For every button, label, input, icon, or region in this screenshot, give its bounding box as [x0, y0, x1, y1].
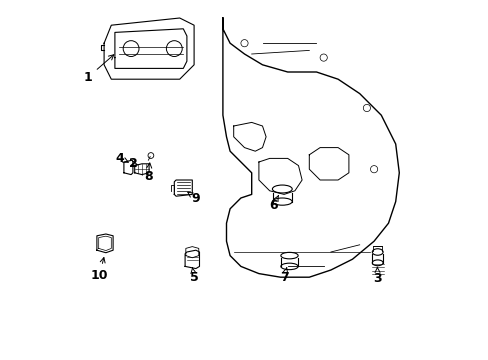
Text: 8: 8 — [144, 163, 152, 183]
Text: 1: 1 — [83, 55, 114, 84]
Text: 9: 9 — [187, 192, 200, 204]
Text: 3: 3 — [373, 267, 381, 285]
Text: 5: 5 — [189, 268, 198, 284]
Text: 7: 7 — [279, 268, 288, 284]
Text: 2: 2 — [129, 157, 138, 170]
Text: 6: 6 — [268, 196, 278, 212]
Text: 4: 4 — [116, 152, 128, 165]
Text: 10: 10 — [90, 257, 108, 282]
